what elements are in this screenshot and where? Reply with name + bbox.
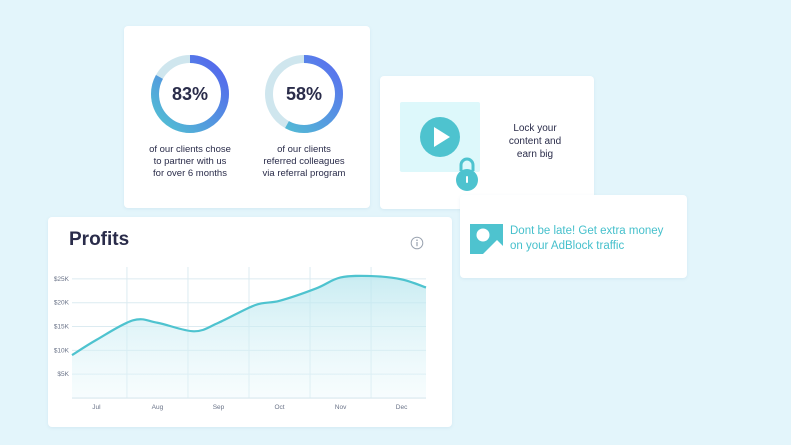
profits-area	[72, 275, 426, 398]
y-tick-label: $5K	[57, 371, 69, 378]
y-tick-label: $15K	[54, 324, 70, 331]
x-tick-label: Sep	[213, 404, 225, 411]
stat-value: 83%	[171, 84, 209, 104]
progress-ring-83	[151, 55, 229, 133]
profits-card: $5K $10K $15K $20K $25K Jul Aug Sep Oct Nov Dec Pr…	[48, 217, 452, 427]
stat-referrals: 58% of our clients referred colleagues v…	[244, 54, 364, 180]
stat-caption: of our clients referred colleagues via r…	[262, 144, 346, 179]
lock-content-text: Lock your content and earn big	[508, 123, 562, 160]
image-placeholder-icon	[470, 224, 503, 254]
stat-value: 58%	[285, 84, 323, 104]
info-icon[interactable]	[410, 236, 424, 250]
y-tick-label: $20K	[54, 300, 70, 307]
stats-card: 83% of our clients chose to partner with…	[124, 26, 370, 208]
x-tick-label: Aug	[152, 404, 164, 411]
stat-clients-6-months: 83% of our clients chose to partner with…	[130, 54, 250, 180]
lock-icon	[456, 157, 478, 191]
profits-chart: $5K $10K $15K $20K $25K Jul Aug Sep Oct Nov Dec	[54, 267, 427, 411]
chart-title: Profits	[69, 229, 130, 250]
stat-caption: of our clients chose to partner with us …	[149, 144, 231, 179]
y-tick-label: $10K	[54, 347, 70, 354]
progress-ring-58	[265, 55, 343, 133]
x-tick-label: Dec	[396, 404, 408, 411]
y-tick-label: $25K	[54, 276, 70, 283]
adblock-text[interactable]: Dont be late! Get extra money on your Ad…	[510, 225, 664, 252]
video-thumbnail[interactable]	[400, 102, 480, 191]
play-icon[interactable]	[420, 117, 460, 157]
x-tick-label: Nov	[335, 404, 347, 411]
x-tick-label: Jul	[92, 404, 101, 411]
x-tick-label: Oct	[274, 404, 284, 411]
lock-content-card[interactable]: Lock your content and earn big	[380, 76, 594, 209]
profits-line	[71, 274, 427, 357]
adblock-card[interactable]: Dont be late! Get extra money on your Ad…	[460, 195, 687, 278]
